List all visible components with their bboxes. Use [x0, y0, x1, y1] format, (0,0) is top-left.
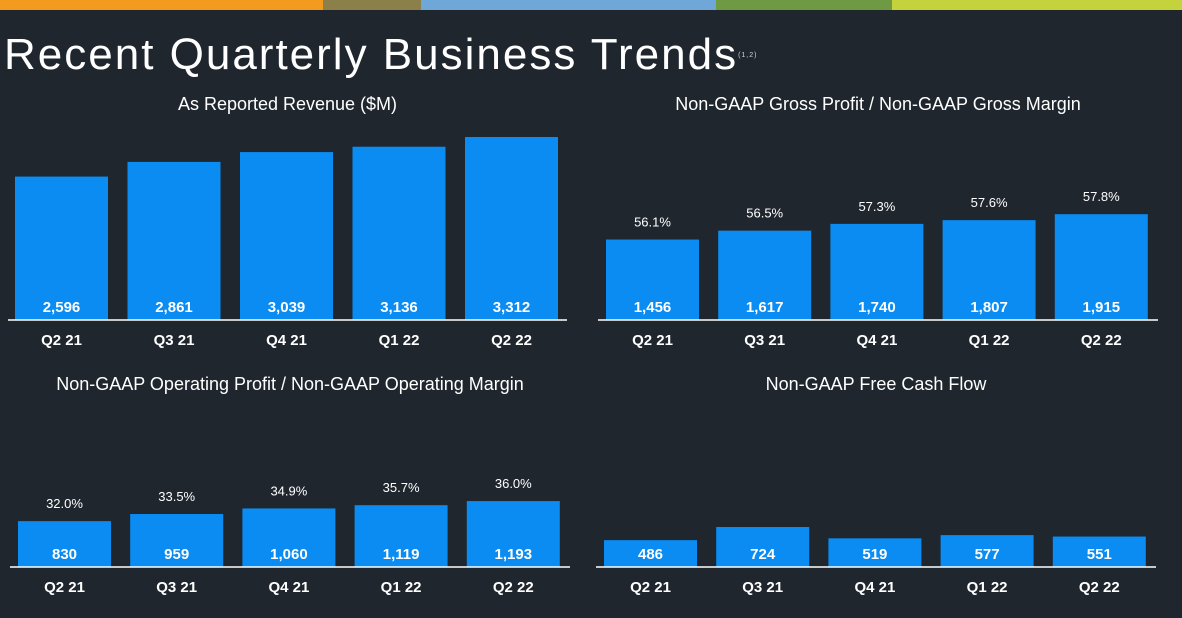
bar — [606, 239, 699, 320]
bar — [354, 505, 448, 567]
category-tick-label: Q3 21 — [156, 579, 197, 596]
category-tick-label: Q4 21 — [856, 332, 897, 349]
bar — [604, 540, 697, 567]
category-tick-label: Q1 22 — [381, 579, 422, 596]
category-tick-label: Q1 22 — [967, 579, 1008, 596]
page-title-text: Recent Quarterly Business Trends — [4, 30, 739, 79]
bar-value-label: 577 — [975, 546, 1000, 563]
category-tick-label: Q2 21 — [632, 332, 673, 349]
page-title: Recent Quarterly Business Trends(1,2) — [4, 30, 757, 80]
margin-label: 56.1% — [634, 215, 671, 230]
bar — [942, 220, 1036, 320]
bar-value-label: 3,039 — [268, 299, 306, 316]
bar — [242, 508, 336, 567]
bar-value-label: 486 — [638, 546, 663, 563]
category-tick-label: Q1 22 — [379, 332, 420, 349]
title-footnote: (1,2) — [738, 52, 758, 59]
bar — [465, 137, 558, 320]
chart-title: As Reported Revenue ($M) — [178, 94, 397, 114]
chart-title: Non-GAAP Operating Profit / Non-GAAP Ope… — [56, 374, 524, 394]
bar-value-label: 724 — [750, 546, 776, 563]
category-tick-label: Q2 21 — [630, 579, 671, 596]
bar — [1052, 536, 1146, 567]
bar — [466, 501, 560, 567]
margin-label: 36.0% — [495, 476, 532, 491]
bar-value-label: 2,861 — [155, 299, 193, 316]
bar-value-label: 3,136 — [380, 299, 418, 316]
category-tick-label: Q3 21 — [742, 579, 783, 596]
margin-label: 57.6% — [971, 195, 1008, 210]
bar-value-label: 2,596 — [43, 299, 81, 316]
bar-value-label: 959 — [164, 546, 189, 563]
chart-title: Non-GAAP Free Cash Flow — [766, 374, 988, 394]
bar — [18, 521, 111, 567]
top-color-stripe — [0, 0, 1182, 10]
bar — [716, 526, 810, 567]
bar — [130, 514, 224, 567]
bar-value-label: 1,456 — [634, 299, 672, 316]
category-tick-label: Q4 21 — [854, 579, 895, 596]
bar-value-label: 1,060 — [270, 546, 308, 563]
bar-value-label: 830 — [52, 546, 77, 563]
bar-value-label: 551 — [1087, 546, 1112, 563]
bar-value-label: 1,740 — [858, 299, 896, 316]
category-tick-label: Q4 21 — [266, 332, 307, 349]
bar — [830, 223, 924, 320]
category-tick-label: Q2 22 — [1079, 579, 1120, 596]
category-tick-label: Q4 21 — [268, 579, 309, 596]
category-tick-label: Q2 22 — [493, 579, 534, 596]
bar-value-label: 1,915 — [1083, 299, 1121, 316]
bar — [828, 538, 922, 567]
category-tick-label: Q2 21 — [44, 579, 85, 596]
bar — [15, 176, 108, 320]
category-tick-label: Q3 21 — [154, 332, 195, 349]
bar — [940, 535, 1034, 567]
margin-label: 57.8% — [1083, 189, 1120, 204]
category-tick-label: Q2 22 — [491, 332, 532, 349]
bar — [352, 146, 446, 320]
margin-label: 33.5% — [158, 489, 195, 504]
category-tick-label: Q1 22 — [969, 332, 1010, 349]
bar — [718, 230, 812, 320]
bar-value-label: 1,617 — [746, 299, 784, 316]
bar-value-label: 3,312 — [493, 299, 531, 316]
stripe-segment — [892, 0, 1182, 10]
category-tick-label: Q2 22 — [1081, 332, 1122, 349]
margin-label: 57.3% — [858, 199, 895, 214]
bar — [127, 161, 221, 320]
bar-value-label: 1,807 — [970, 299, 1008, 316]
stripe-segment — [421, 0, 716, 10]
category-tick-label: Q2 21 — [41, 332, 82, 349]
bar-value-label: 1,119 — [383, 546, 420, 563]
margin-label: 56.5% — [746, 206, 783, 221]
stripe-segment — [323, 0, 421, 10]
bar — [1054, 214, 1148, 320]
bar — [240, 152, 333, 320]
stripe-segment — [0, 0, 323, 10]
margin-label: 35.7% — [383, 480, 420, 495]
chart-title: Non-GAAP Gross Profit / Non-GAAP Gross M… — [675, 94, 1080, 114]
bar-value-label: 1,193 — [495, 546, 533, 563]
stripe-segment — [716, 0, 892, 10]
margin-label: 32.0% — [46, 496, 83, 511]
bar-value-label: 519 — [862, 546, 887, 563]
category-tick-label: Q3 21 — [744, 332, 785, 349]
margin-label: 34.9% — [270, 483, 307, 498]
